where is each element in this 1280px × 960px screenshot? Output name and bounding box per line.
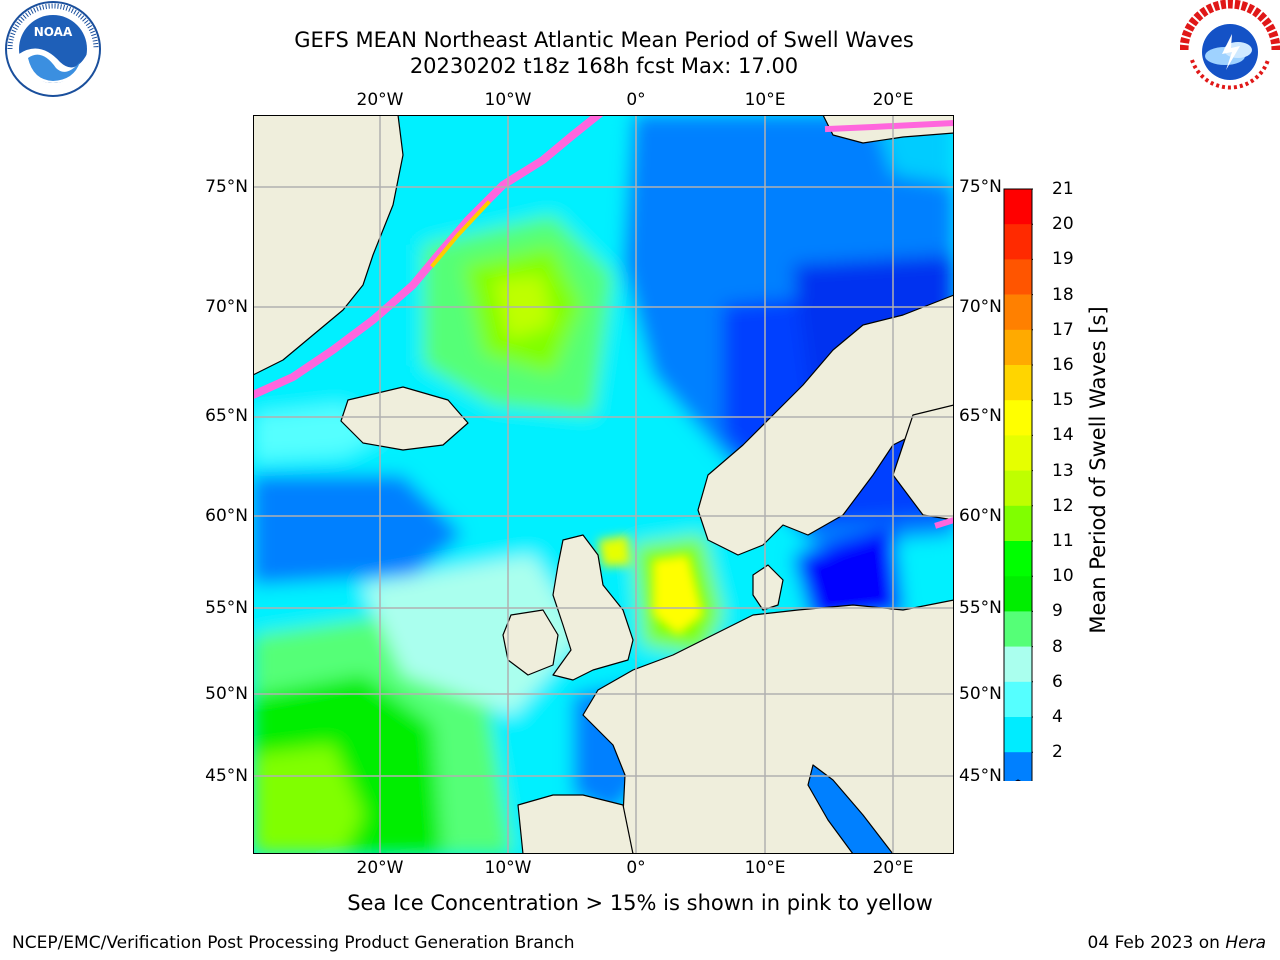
lat-tick-left: 75°N bbox=[205, 177, 248, 197]
lat-tick-right: 65°N bbox=[959, 406, 1002, 426]
colorbar-segment bbox=[1004, 435, 1032, 471]
lat-tick-left: 45°N bbox=[205, 766, 248, 786]
colorbar-segment bbox=[1004, 646, 1032, 683]
colorbar-label: 10 bbox=[1052, 566, 1074, 587]
colorbar-label: 12 bbox=[1052, 495, 1074, 516]
colorbar-extension bbox=[1015, 779, 1021, 781]
colorbar-segment bbox=[1004, 541, 1032, 577]
colorbar-label: 16 bbox=[1052, 355, 1074, 375]
colorbar-segment bbox=[1004, 752, 1032, 781]
colorbar-segment bbox=[1004, 329, 1032, 366]
colorbar-segment bbox=[1004, 611, 1032, 647]
lon-tick-top: 10°E bbox=[744, 90, 786, 110]
colorbar-label: 17 bbox=[1052, 319, 1074, 340]
lat-tick-left: 65°N bbox=[205, 406, 248, 426]
colorbar-label: 9 bbox=[1052, 601, 1063, 622]
nws-logo bbox=[1180, 0, 1280, 96]
colorbar-segment bbox=[1004, 681, 1032, 718]
colorbar-label: 2 bbox=[1052, 742, 1063, 763]
colorbar-segment bbox=[1004, 470, 1032, 507]
lat-tick-left: 60°N bbox=[205, 506, 248, 526]
colorbar-segment bbox=[1004, 717, 1032, 753]
lon-tick-top: 20°W bbox=[356, 90, 404, 110]
footer-credit: NCEP/EMC/Verification Post Processing Pr… bbox=[12, 933, 575, 953]
lat-tick-right: 60°N bbox=[959, 506, 1002, 526]
lat-tick-right: 70°N bbox=[959, 297, 1002, 317]
footer-date: 04 Feb 2023 on Hera bbox=[1088, 932, 1266, 954]
colorbar-label: 13 bbox=[1052, 460, 1074, 481]
lat-tick-left: 70°N bbox=[205, 297, 248, 317]
chart-title: GEFS MEAN Northeast Atlantic Mean Period… bbox=[294, 28, 914, 52]
colorbar-label: 15 bbox=[1052, 390, 1074, 411]
lat-tick-left: 55°N bbox=[205, 598, 248, 618]
colorbar-segment bbox=[1004, 365, 1032, 401]
footer-date-text: 04 Feb 2023 on bbox=[1087, 933, 1220, 953]
lon-tick-top: 10°W bbox=[484, 90, 532, 110]
lon-tick-top: 0° bbox=[626, 90, 646, 110]
lat-tick-right: 75°N bbox=[959, 177, 1002, 197]
lat-tick-right: 45°N bbox=[959, 766, 1002, 786]
colorbar-label: 11 bbox=[1052, 531, 1074, 551]
lat-tick-right: 55°N bbox=[959, 598, 1002, 618]
noaa-logo: NOAA bbox=[5, 1, 101, 97]
lon-tick-top: 20°E bbox=[872, 90, 914, 110]
colorbar-segment bbox=[1004, 259, 1032, 295]
colorbar-label: 6 bbox=[1052, 671, 1063, 692]
colorbar-label: 20 bbox=[1052, 214, 1074, 235]
colorbar-title: Mean Period of Swell Waves [s] bbox=[1086, 306, 1110, 634]
lon-tick-bottom: 20°E bbox=[872, 858, 914, 878]
colorbar-segment bbox=[1004, 400, 1032, 436]
chart-subtitle: 20230202 t18z 168h fcst Max: 17.00 bbox=[409, 54, 799, 78]
wave-period-map bbox=[253, 115, 954, 854]
colorbar-label: 14 bbox=[1052, 425, 1074, 446]
colorbar-segment bbox=[1004, 505, 1032, 542]
lon-tick-bottom: 10°E bbox=[744, 858, 786, 878]
lon-tick-bottom: 10°W bbox=[484, 858, 532, 878]
lon-tick-bottom: 20°W bbox=[356, 858, 404, 878]
lat-tick-right: 50°N bbox=[959, 684, 1002, 704]
colorbar-segment bbox=[1004, 189, 1032, 225]
colorbar-segment bbox=[1004, 224, 1032, 260]
colorbar-label: 21 bbox=[1052, 179, 1074, 199]
colorbar-label: 8 bbox=[1052, 636, 1063, 657]
colorbar-label: 4 bbox=[1052, 707, 1063, 727]
colorbar-frame bbox=[1003, 188, 1033, 781]
lat-tick-left: 50°N bbox=[205, 684, 248, 704]
footer-machine: Hera bbox=[1225, 933, 1266, 953]
lon-tick-bottom: 0° bbox=[626, 858, 646, 878]
colorbar-segment bbox=[1004, 576, 1032, 612]
colorbar-segment bbox=[1004, 294, 1032, 331]
sea-ice-note: Sea Ice Concentration > 15% is shown in … bbox=[347, 891, 933, 915]
colorbar bbox=[1003, 188, 1033, 781]
colorbar-label: 18 bbox=[1052, 284, 1074, 305]
noaa-logo-text: NOAA bbox=[34, 25, 73, 39]
colorbar-label: 19 bbox=[1052, 249, 1074, 270]
